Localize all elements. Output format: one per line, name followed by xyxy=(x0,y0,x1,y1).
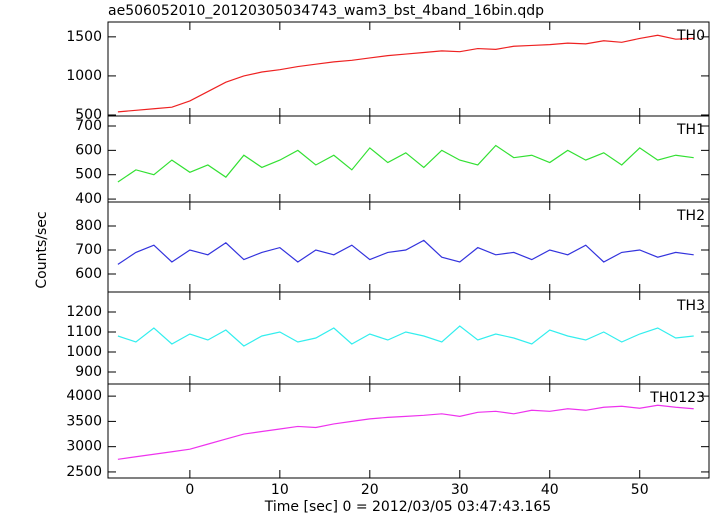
panel-label: TH0 xyxy=(676,28,705,44)
y-tick-label: 700 xyxy=(75,118,102,134)
y-tick-label: 600 xyxy=(75,142,102,158)
y-tick-label: 400 xyxy=(75,191,102,207)
y-tick-label: 1200 xyxy=(66,304,102,320)
y-axis-label: Counts/sec xyxy=(34,211,50,288)
x-tick-label: 30 xyxy=(451,482,469,498)
y-tick-label: 1500 xyxy=(66,29,102,45)
panel-frame xyxy=(107,201,710,293)
panel-label: TH1 xyxy=(676,122,705,138)
y-tick-label: 4000 xyxy=(66,388,102,404)
x-tick-label: 0 xyxy=(185,482,194,498)
y-tick-label: 800 xyxy=(75,218,102,234)
panel-frame xyxy=(107,21,710,117)
x-tick-label: 20 xyxy=(361,482,379,498)
y-tick-label: 900 xyxy=(75,364,102,380)
panel-label: TH0123 xyxy=(649,390,705,406)
y-tick-label: 500 xyxy=(75,167,102,183)
x-axis-label: Time [sec] 0 = 2012/03/05 03:47:43.165 xyxy=(264,499,551,515)
series-line xyxy=(117,34,694,113)
y-tick-label: 3500 xyxy=(66,413,102,429)
series-line xyxy=(117,404,694,460)
series-line xyxy=(117,144,694,183)
series-line xyxy=(117,239,694,265)
y-tick-label: 700 xyxy=(75,242,102,258)
panel-frame xyxy=(107,383,710,479)
chart-title: ae506052010_20120305034743_wam3_bst_4ban… xyxy=(108,3,544,19)
y-tick-label: 3000 xyxy=(66,439,102,455)
panel-frame xyxy=(107,291,710,385)
x-tick-label: 10 xyxy=(271,482,289,498)
series-line xyxy=(117,325,694,347)
y-tick-label: 1000 xyxy=(66,344,102,360)
y-tick-label: 1000 xyxy=(66,68,102,84)
panel-label: TH3 xyxy=(676,298,705,314)
y-tick-label: 1100 xyxy=(66,324,102,340)
y-tick-label: 2500 xyxy=(66,464,102,480)
panel-frame xyxy=(107,115,710,203)
y-tick-label: 600 xyxy=(75,266,102,282)
panel-label: TH2 xyxy=(676,208,705,224)
x-tick-label: 50 xyxy=(631,482,649,498)
x-tick-label: 40 xyxy=(541,482,559,498)
y-tick-label: 500 xyxy=(75,107,102,123)
